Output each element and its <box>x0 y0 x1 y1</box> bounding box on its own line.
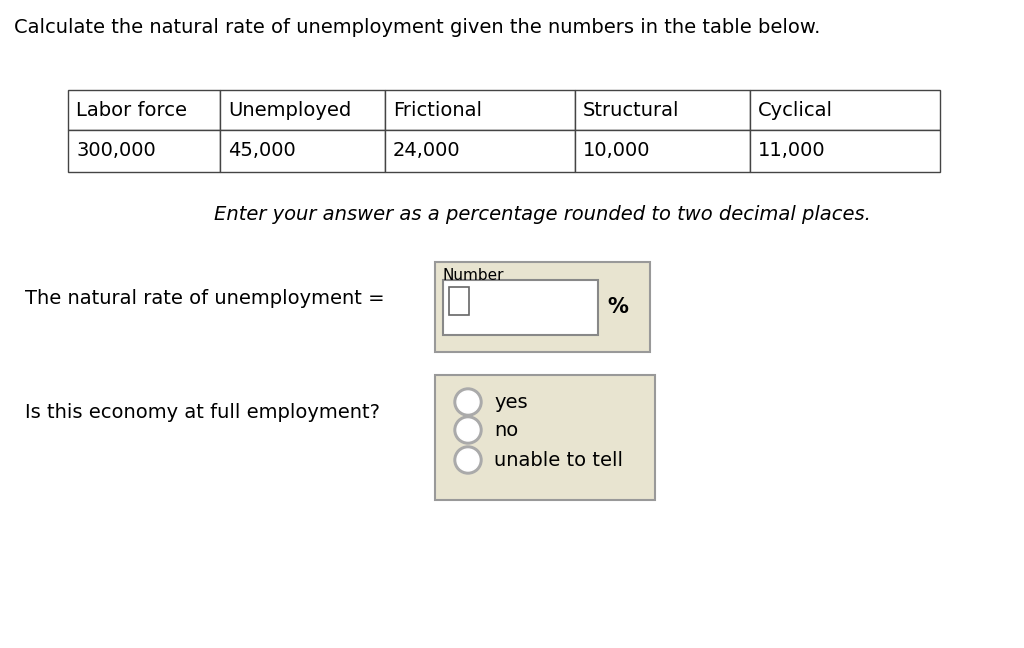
Text: no: no <box>494 421 518 439</box>
Bar <box>385 90 575 130</box>
Bar <box>575 130 750 172</box>
Text: unable to tell: unable to tell <box>494 450 623 470</box>
Bar <box>220 90 385 130</box>
Text: 300,000: 300,000 <box>76 141 156 161</box>
Text: Is this economy at full employment?: Is this economy at full employment? <box>25 402 380 421</box>
Bar <box>575 90 750 130</box>
Circle shape <box>454 388 482 416</box>
Bar <box>443 280 598 335</box>
Bar <box>750 130 940 172</box>
Text: 45,000: 45,000 <box>228 141 296 161</box>
Text: yes: yes <box>494 393 527 411</box>
Text: Number: Number <box>443 268 505 283</box>
Bar <box>449 287 469 315</box>
Bar <box>68 90 220 130</box>
Text: Cyclical: Cyclical <box>758 100 833 119</box>
Text: Enter your answer as a percentage rounded to two decimal places.: Enter your answer as a percentage rounde… <box>214 205 870 224</box>
Bar <box>385 130 575 172</box>
Text: 10,000: 10,000 <box>583 141 650 161</box>
Text: %: % <box>607 297 629 317</box>
Text: Frictional: Frictional <box>393 100 482 119</box>
Circle shape <box>454 446 482 474</box>
Text: Unemployed: Unemployed <box>228 100 351 119</box>
Bar <box>750 90 940 130</box>
Bar <box>435 375 655 500</box>
Text: 24,000: 24,000 <box>393 141 461 161</box>
Circle shape <box>454 416 482 444</box>
Text: Labor force: Labor force <box>76 100 187 119</box>
Text: 11,000: 11,000 <box>758 141 825 161</box>
Text: Calculate the natural rate of unemployment given the numbers in the table below.: Calculate the natural rate of unemployme… <box>14 18 820 37</box>
Circle shape <box>457 419 479 441</box>
Bar <box>435 262 650 352</box>
Bar <box>68 130 220 172</box>
Circle shape <box>457 449 479 471</box>
Text: The natural rate of unemployment =: The natural rate of unemployment = <box>25 288 385 308</box>
Circle shape <box>457 391 479 413</box>
Bar <box>220 130 385 172</box>
Text: Structural: Structural <box>583 100 680 119</box>
